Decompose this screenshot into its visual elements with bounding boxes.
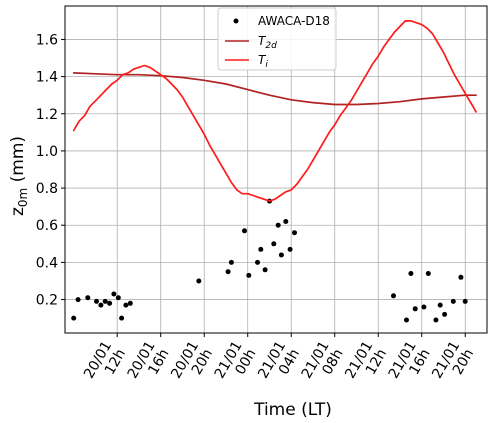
scatter-point-awaca: [119, 315, 125, 321]
scatter-point-awaca: [228, 259, 234, 265]
legend-label-t2d-main: T: [258, 34, 267, 48]
scatter-point-awaca: [425, 271, 431, 276]
scatter-point-awaca: [102, 298, 108, 304]
scatter-point-awaca: [115, 295, 121, 301]
scatter-point-awaca: [246, 272, 252, 278]
scatter-point-awaca: [408, 271, 414, 276]
legend-box: [217, 7, 337, 71]
scatter-point-awaca: [287, 246, 293, 252]
y-tick-label: 0.8: [36, 181, 58, 197]
scatter-point-awaca: [391, 293, 396, 299]
series-line-ti: [72, 20, 477, 202]
scatter-point-awaca: [404, 317, 409, 323]
y-tick-label: 0.4: [36, 255, 58, 271]
series-line-t2d: [72, 72, 477, 106]
scatter-point-awaca: [442, 311, 448, 317]
y-axis-label: z0m (mm): [8, 136, 30, 216]
legend-label-ti-main: T: [258, 53, 267, 67]
x-axis-label: Time (LT): [253, 400, 332, 420]
scatter-point-awaca: [127, 300, 133, 306]
scatter-point-awaca: [292, 230, 297, 236]
scatter-point-awaca: [242, 228, 247, 234]
legend-label-t2d: T2d: [258, 34, 277, 51]
scatter-point-awaca: [283, 219, 289, 224]
scatter-point-awaca: [462, 298, 468, 304]
scatter-point-awaca: [450, 298, 456, 304]
scatter-point-awaca: [196, 278, 202, 284]
scatter-point-awaca: [98, 302, 104, 308]
scatter-point-awaca: [271, 241, 277, 247]
y-axis-label-main: z: [8, 207, 28, 216]
scatter-point-awaca: [111, 291, 117, 297]
y-axis-label-sub: 0m: [16, 188, 30, 207]
scatter-point-awaca: [458, 274, 464, 280]
scatter-point-awaca: [258, 246, 264, 252]
legend-label-t2d-sub: 2d: [265, 41, 277, 51]
scatter-point-awaca: [412, 306, 418, 312]
scatter-point-awaca: [275, 222, 281, 228]
scatter-point-awaca: [94, 298, 99, 304]
y-tick-label: 1.0: [36, 144, 58, 160]
y-tick-label: 0.2: [36, 293, 58, 309]
plot-frame: [64, 5, 488, 334]
scatter-point-awaca: [421, 304, 427, 310]
y-tick-label: 1.2: [36, 107, 58, 123]
legend-label-ti: Ti: [258, 53, 268, 70]
y-tick-label: 1.4: [36, 70, 58, 86]
y-tick-label: 0.6: [36, 218, 58, 234]
y-axis-label-unit: (mm): [8, 136, 28, 188]
scatter-point-awaca: [278, 252, 284, 258]
scatter-point-awaca: [433, 317, 439, 323]
legend-marker-awaca: [233, 18, 239, 24]
scatter-point-awaca: [262, 267, 268, 273]
scatter-point-awaca: [225, 269, 231, 275]
legend: AWACA-D18 T2d Ti: [217, 7, 337, 71]
y-tick-label: 1.6: [36, 32, 58, 48]
scatter-point-awaca: [85, 295, 91, 301]
legend-label-ti-sub: i: [265, 60, 268, 70]
series-layer: [71, 20, 477, 323]
scatter-point-awaca: [71, 315, 77, 321]
scatter-point-awaca: [107, 300, 113, 306]
scatter-point-awaca: [437, 302, 443, 308]
legend-label-awaca: AWACA-D18: [258, 14, 330, 28]
tick-layer: 0.2 0.4 0.6 0.8 1.0 1.2 1.4 1.6 20/0112h20/0116h…: [36, 32, 477, 381]
scatter-point-awaca: [255, 259, 260, 265]
scatter-point-awaca: [123, 302, 129, 308]
scatter-point-awaca: [75, 297, 81, 303]
